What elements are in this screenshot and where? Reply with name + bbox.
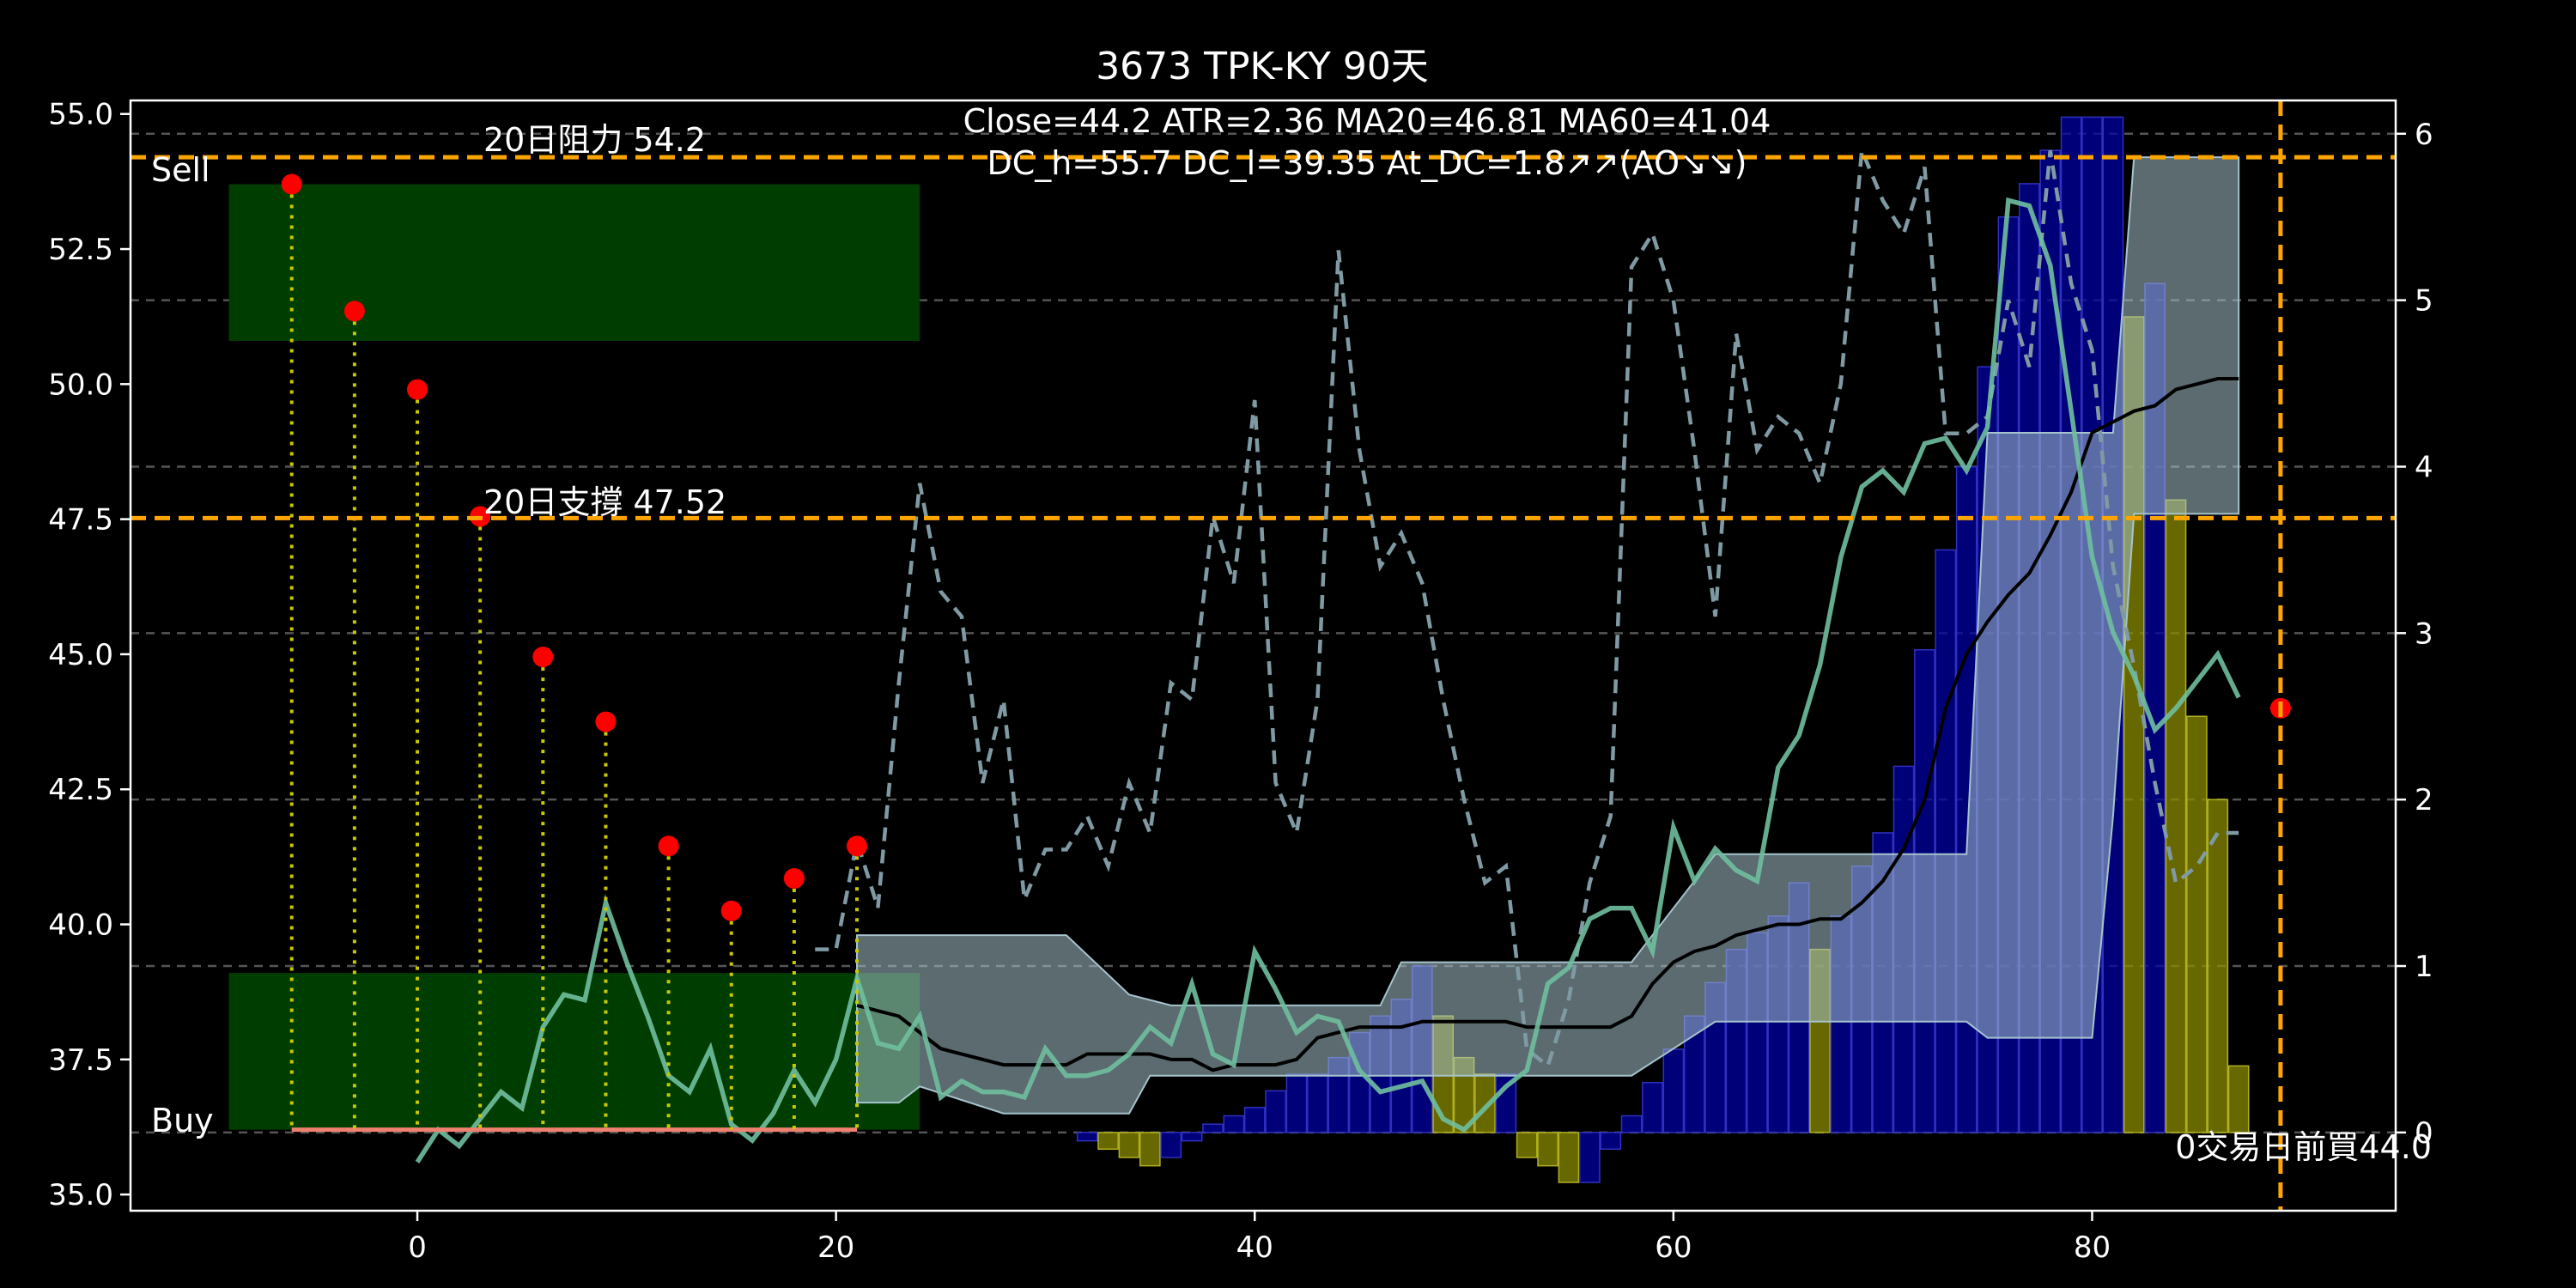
x-tick-label: 40 [1236,1230,1273,1265]
ao-bar-rising [1223,1115,1245,1133]
ao-bar-rising [1642,1081,1663,1133]
y-left-tick-label: 40.0 [48,908,113,943]
signal-point [720,900,742,921]
x-tick-label: 80 [2074,1230,2111,1265]
y-left-tick-label: 47.5 [48,503,113,538]
ao-bar-falling [1097,1132,1119,1151]
y-right-tick-label: 1 [2415,950,2433,984]
ao-bar-falling [1537,1132,1558,1167]
support-label: 20日支撐 47.52 [483,483,726,521]
y-left-tick-label: 42.5 [48,773,113,807]
ao-bar-rising [1181,1132,1203,1142]
ao-bar-rising [1579,1132,1601,1183]
bottom-right-label: 0交易日前買44.0 [2175,1128,2432,1166]
ao-bar-rising [1076,1132,1098,1142]
y-right-tick-label: 0 [2415,1116,2433,1151]
signal-point [847,835,868,857]
signal-point [281,173,302,195]
ao-bar-falling [1139,1132,1161,1167]
y-left-tick-label: 35.0 [48,1178,113,1212]
ao-bar-rising [1662,1048,1685,1133]
signal-zones [228,184,920,1130]
ao-bar-falling [2227,1065,2250,1133]
axes: 0 20 40 60 8035.037.540.042.545.047.550.052.… [48,98,2433,1265]
y-left-tick-label: 37.5 [48,1043,113,1078]
ao-bar-rising [1620,1115,1643,1133]
y-right-tick-label: 3 [2415,617,2433,651]
signal-point [343,301,365,322]
ao-bar-rising [1202,1123,1224,1133]
y-right-tick-label: 5 [2415,284,2433,319]
signal-point [783,868,805,890]
x-tick-label: 0 [408,1230,427,1265]
at-dc-line [815,149,2239,1070]
stats-line-1: Close=44.2 ATR=2.36 MA20=46.81 MA60=41.0… [963,102,1771,140]
y-left-tick-label: 50.0 [48,368,113,402]
ma20-line [856,377,2239,1072]
ao-bar-falling [2165,499,2187,1133]
resistance-label: 20日阻力 54.2 [483,121,706,159]
chart-title: 3673 TPK-KY 90天 [1096,45,1429,88]
ao-bar-rising [1600,1132,1622,1151]
y-right-tick-label: 6 [2415,118,2433,152]
ao-bar-rising [1935,549,1957,1133]
ao-bar-falling [2186,715,2208,1133]
ao-bar-rising [1285,1073,1308,1133]
signal-points [281,173,2291,1130]
ao-bar-rising [1307,1073,1328,1133]
ao-bar-rising [1265,1090,1286,1133]
y-left-tick-label: 52.5 [48,233,113,267]
reference-lines [131,100,2396,1211]
y-right-tick-label: 4 [2415,450,2433,484]
y-right-tick-label: 2 [2415,783,2433,817]
ao-bar-falling [1558,1132,1580,1183]
ao-bar-falling [1516,1132,1538,1158]
y-left-tick-label: 55.0 [48,98,113,132]
price-lines [291,149,2241,1163]
donchian-bands [856,156,2240,1115]
signal-point [532,647,554,668]
donchian-band [856,156,2240,1115]
x-tick-label: 60 [1655,1230,1692,1265]
signal-point [595,711,617,732]
plot-frame [129,99,2397,1212]
y-left-tick-label: 45.0 [48,638,113,672]
signal-point [658,835,679,857]
ao-bar-falling [2207,799,2229,1133]
ao-bar-rising [1243,1107,1266,1133]
buy-label: Buy [151,1102,214,1139]
ao-bar-falling [1118,1132,1140,1158]
signal-point [407,379,428,400]
sell-zone [228,184,920,341]
stats-line-2: DC_h=55.7 DC_l=39.35 At_DC=1.8↗↗(AO↘↘) [987,144,1747,182]
sell-label: Sell [151,151,210,189]
x-tick-label: 20 [817,1230,854,1265]
close-line [415,197,2241,1163]
ao-bar-rising [1160,1132,1182,1158]
